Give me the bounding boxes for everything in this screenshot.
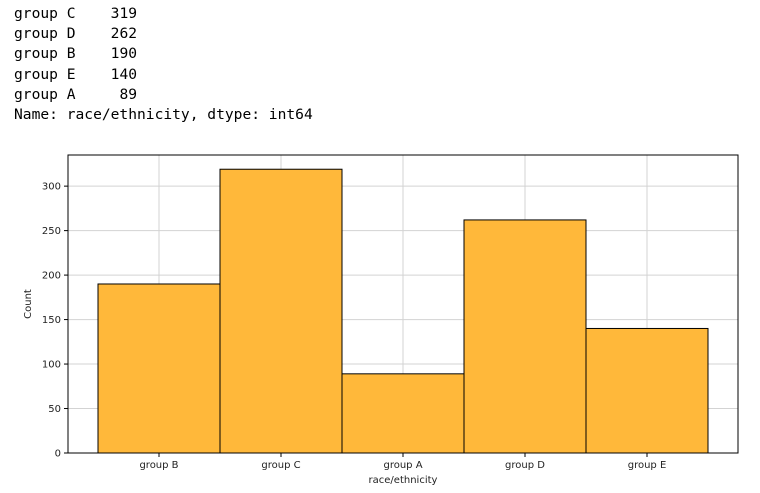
output-label: group A: [14, 85, 76, 103]
bar-group-D: [463, 219, 587, 454]
x-tick-label: group D: [505, 460, 545, 471]
x-tick-label: group E: [628, 460, 667, 471]
x-tick-label: group A: [383, 460, 422, 471]
output-row-3: group E 140: [14, 65, 313, 85]
console-output: group C 319 group D 262 group B 190 group E…: [14, 4, 313, 125]
y-tick-label: 200: [42, 271, 61, 282]
output-row-2: group B 190: [14, 44, 313, 64]
y-axis-label: Count: [23, 289, 34, 319]
x-axis-label: race/ethnicity: [369, 475, 438, 486]
output-label: group B: [14, 45, 76, 63]
output-row-4: group A 89: [14, 85, 313, 105]
bar-group-E: [585, 327, 709, 454]
y-tick-label: 100: [42, 360, 61, 371]
bar-group-B: [97, 283, 221, 454]
y-tick-label: 300: [42, 182, 61, 193]
output-count: 89: [119, 85, 138, 103]
x-tick-label: group C: [261, 460, 300, 471]
y-tick-label: 50: [48, 404, 61, 415]
y-tick-label: 0: [55, 449, 61, 460]
output-count: 262: [110, 25, 138, 43]
y-tick-label: 150: [42, 315, 61, 326]
output-label: group E: [14, 65, 76, 83]
output-row-0: group C 319: [14, 4, 313, 24]
bar-group-A: [341, 373, 465, 454]
output-row-1: group D 262: [14, 24, 313, 44]
y-tick-label: 250: [42, 226, 61, 237]
x-tick-label: group B: [139, 460, 178, 471]
bar-group-C: [219, 168, 343, 454]
output-count: 140: [110, 65, 138, 83]
output-count: 319: [110, 5, 138, 22]
output-count: 190: [110, 45, 138, 63]
output-footer: Name: race/ethnicity, dtype: int64: [14, 106, 313, 124]
output-label: group D: [14, 25, 76, 43]
output-label: group C: [14, 5, 76, 22]
